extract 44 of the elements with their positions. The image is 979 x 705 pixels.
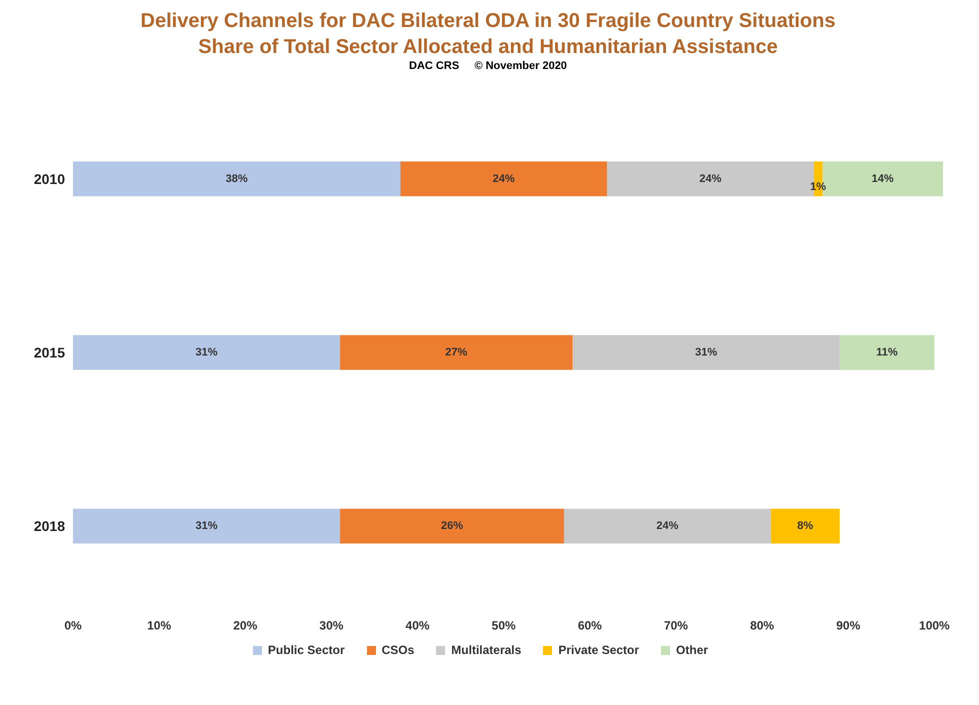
x-tick-label: 80% [750,618,774,633]
chart-title: Delivery Channels for DAC Bilateral ODA in 30 Fragile Country Situations [140,9,836,34]
x-tick-label: 10% [147,618,172,633]
x-tick-label: 60% [578,618,602,633]
legend-label: Other [675,643,708,657]
text: DAC CRS © November 2020 [408,60,568,72]
bar [73,335,340,370]
x-tick-label: 30% [319,618,344,633]
x-tick-label: 50% [492,618,516,633]
data-label: 14% [872,172,894,185]
data-label: 31% [695,346,718,358]
x-tick-label: 0% [64,618,82,633]
bar [840,335,934,370]
bar [340,508,564,544]
x-tick-label: 70% [664,618,688,633]
legend-label: Multilaterals [450,643,522,657]
bar [564,508,771,544]
data-label: 24% [492,172,515,185]
bar [572,335,840,370]
chart-subtitle: Share of Total Sector Allocated and Humanitarian Assistance [197,35,779,60]
legend-label: Public Sector [266,643,345,657]
x-tick-label: 40% [406,618,430,633]
data-label: 26% [440,520,464,532]
bar [400,161,608,196]
bar [340,335,573,370]
x-tick-label: 20% [233,618,258,633]
y-tick-label: 2018 [34,518,66,534]
bar [73,161,400,196]
legend-label: Private Sector [557,643,640,657]
data-label: 8% [797,520,814,532]
x-tick-label: 90% [836,618,861,633]
data-label: 31% [196,346,218,358]
data-label: 27% [445,346,468,358]
legend-label: CSOs [380,643,414,657]
bar [73,508,340,544]
data-label: 24% [699,172,722,185]
x-tick-label: 100% [919,618,950,633]
y-tick-label: 2010 [34,170,66,187]
data-label: 31% [196,520,218,532]
data-label: 11% [876,346,898,358]
y-tick-label: 2015 [34,344,66,360]
data-label: 38% [226,172,248,185]
bar [770,508,840,544]
data-label: 24% [656,520,679,532]
